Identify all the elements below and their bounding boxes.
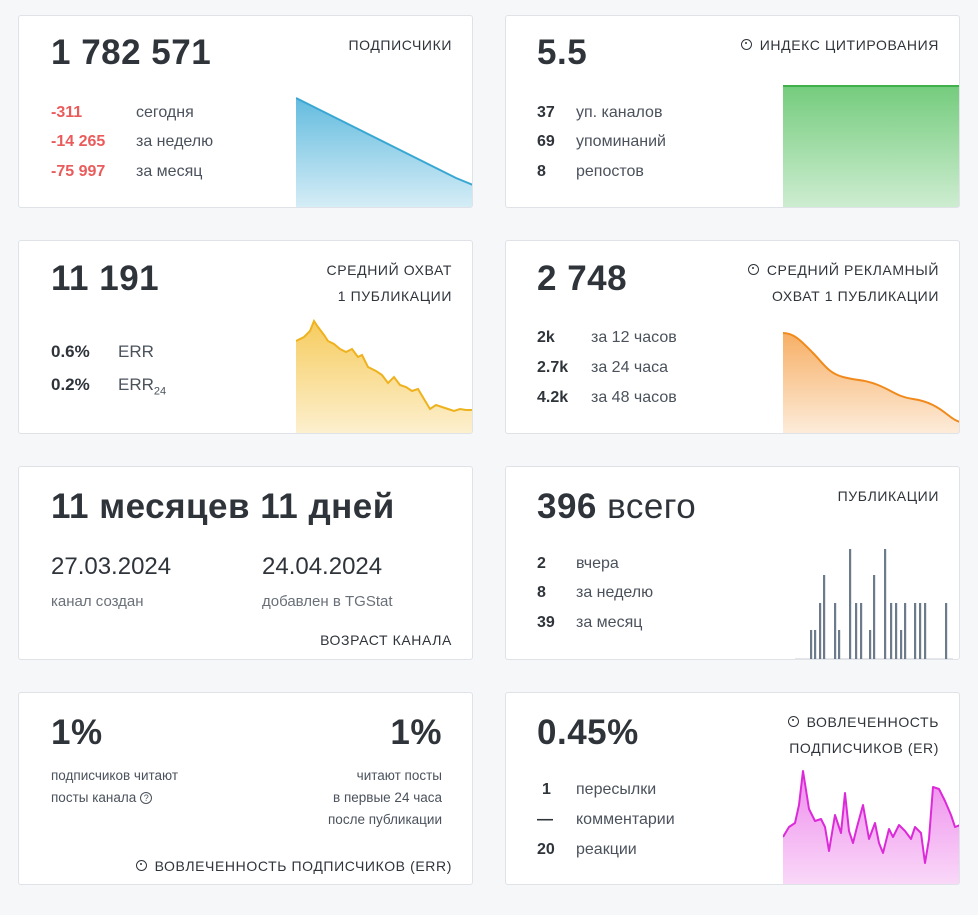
subscribers-card[interactable]: 1 782 571 ПОДПИСЧИКИ -311 сегодня -14 26… [18,15,473,208]
citation-channels-value: 37 [537,104,555,121]
posts-card[interactable]: 396 всего ПУБЛИКАЦИИ 2 вчера 8 за неделю… [505,466,960,660]
citation-label-text: ИНДЕКС ЦИТИРОВАНИЯ [759,37,939,53]
er-reactions-label: реакции [576,841,637,858]
added-label: добавлен в TGStat [262,593,393,610]
posts-week-value: 8 [537,584,546,601]
reach-label: СРЕДНИЙ ОХВАТ 1 ПУБЛИКАЦИИ [327,257,452,309]
posts-value: 396 всего [537,487,696,527]
err24-subscript: 24 [153,385,167,398]
err-label: ERR [118,342,154,361]
er-comments-label: комментарии [576,811,675,828]
err-right-text: читают посты в первые 24 часа после публ… [328,765,442,831]
reach-card[interactable]: 11 191 СРЕДНИЙ ОХВАТ 1 ПУБЛИКАЦИИ 0.6% E… [18,240,473,434]
citation-reposts-label: репостов [576,163,644,180]
err-label: ВОВЛЕЧЕННОСТЬ ПОДПИСЧИКОВ (ERR) [135,853,452,879]
err-left-value: 1% [51,713,103,752]
created-date: 27.03.2024 [51,553,172,580]
subscribers-month-label: за месяц [136,163,203,180]
ad-reach-sparkline [783,332,959,433]
subscribers-week-value: -14 265 [51,133,106,150]
info-icon[interactable] [135,860,147,871]
subscribers-today-value: -311 [51,104,83,121]
citation-label: ИНДЕКС ЦИТИРОВАНИЯ [740,32,939,58]
info-icon[interactable] [787,716,799,727]
ad-reach-12h-label: за 12 часов [591,329,677,346]
help-icon[interactable]: ? [140,792,153,804]
er-label-line2: ПОДПИСЧИКОВ (ER) [789,740,939,756]
subscribers-count: 1 782 571 [51,33,212,72]
subscribers-month-value: -75 997 [51,163,106,180]
posts-label: ПУБЛИКАЦИИ [837,488,939,504]
posts-month-label: за месяц [576,614,643,631]
reach-label-line1: СРЕДНИЙ ОХВАТ [326,262,452,278]
posts-bar-chart [795,549,953,659]
posts-yesterday-label: вчера [576,555,619,572]
er-forwards-value: 1 [542,781,551,798]
err24-label-text: ERR [118,375,154,394]
posts-week-label: за неделю [576,584,654,601]
err-left-text-line2: посты канала [51,790,137,805]
ad-reach-value: 2 748 [537,259,628,298]
reach-sparkline [296,319,472,433]
citation-sparkline [783,85,959,207]
er-comments-value: — [537,811,553,828]
subscribers-sparkline [296,97,472,207]
citation-mentions-label: упоминаний [576,133,666,150]
info-icon[interactable] [747,264,759,275]
posts-yesterday-value: 2 [537,555,546,572]
err-left-text: подписчиков читают посты канала? [51,765,178,809]
channel-age-value: 11 месяцев 11 дней [51,487,395,526]
err24-value: 0.2% [51,375,90,394]
posts-suffix: всего [607,487,697,526]
err-right-text-line2: в первые 24 часа [333,790,442,805]
ad-reach-24h-value: 2.7k [537,359,569,376]
reach-value: 11 191 [51,259,160,298]
err-left-text-line1: подписчиков читают [51,768,179,783]
citation-card[interactable]: 5.5 ИНДЕКС ЦИТИРОВАНИЯ 37 уп. каналов 69… [505,15,960,208]
err-right-text-line1: читают посты [356,768,442,783]
er-card[interactable]: 0.45% ВОВЛЕЧЕННОСТЬ ПОДПИСЧИКОВ (ER) 1 п… [505,692,960,885]
er-sparkline [783,770,959,884]
subscribers-today-label: сегодня [136,104,194,121]
citation-reposts-value: 8 [537,163,546,180]
ad-reach-label-line1: СРЕДНИЙ РЕКЛАМНЫЙ [766,262,939,278]
citation-index-value: 5.5 [537,33,588,72]
err-right-text-line3: после публикации [328,812,442,827]
er-label: ВОВЛЕЧЕННОСТЬ ПОДПИСЧИКОВ (ER) [787,709,939,761]
err24-label: ERR24 [118,375,166,397]
er-label-line1: ВОВЛЕЧЕННОСТЬ [806,714,939,730]
ad-reach-12h-value: 2k [537,329,555,346]
channel-age-card[interactable]: 11 месяцев 11 дней 27.03.2024 канал созд… [18,466,473,660]
er-reactions-value: 20 [537,841,555,858]
ad-reach-48h-label: за 48 часов [591,389,677,406]
posts-count: 396 [537,487,597,526]
err-value: 0.6% [51,342,90,361]
ad-reach-label-line2: ОХВАТ 1 ПУБЛИКАЦИИ [771,288,939,304]
ad-reach-48h-value: 4.2k [537,389,569,406]
er-forwards-label: пересылки [576,781,657,798]
ad-reach-label: СРЕДНИЙ РЕКЛАМНЫЙ ОХВАТ 1 ПУБЛИКАЦИИ [747,257,939,309]
posts-month-value: 39 [537,614,555,631]
reach-label-line2: 1 ПУБЛИКАЦИИ [337,288,452,304]
subscribers-label: ПОДПИСЧИКИ [348,37,452,53]
err-label-text: ВОВЛЕЧЕННОСТЬ ПОДПИСЧИКОВ (ERR) [154,858,452,874]
info-icon[interactable] [740,39,752,50]
er-value: 0.45% [537,713,639,752]
ad-reach-24h-label: за 24 часа [591,359,669,376]
added-date: 24.04.2024 [262,553,383,580]
err-right-value: 1% [390,713,442,752]
subscribers-week-label: за неделю [136,133,214,150]
created-label: канал создан [51,593,144,610]
ad-reach-card[interactable]: 2 748 СРЕДНИЙ РЕКЛАМНЫЙ ОХВАТ 1 ПУБЛИКАЦ… [505,240,960,434]
channel-age-label: ВОЗРАСТ КАНАЛА [320,632,452,648]
citation-mentions-value: 69 [537,133,555,150]
citation-channels-label: уп. каналов [576,104,663,121]
err-card[interactable]: 1% подписчиков читают посты канала? 1% ч… [18,692,473,885]
